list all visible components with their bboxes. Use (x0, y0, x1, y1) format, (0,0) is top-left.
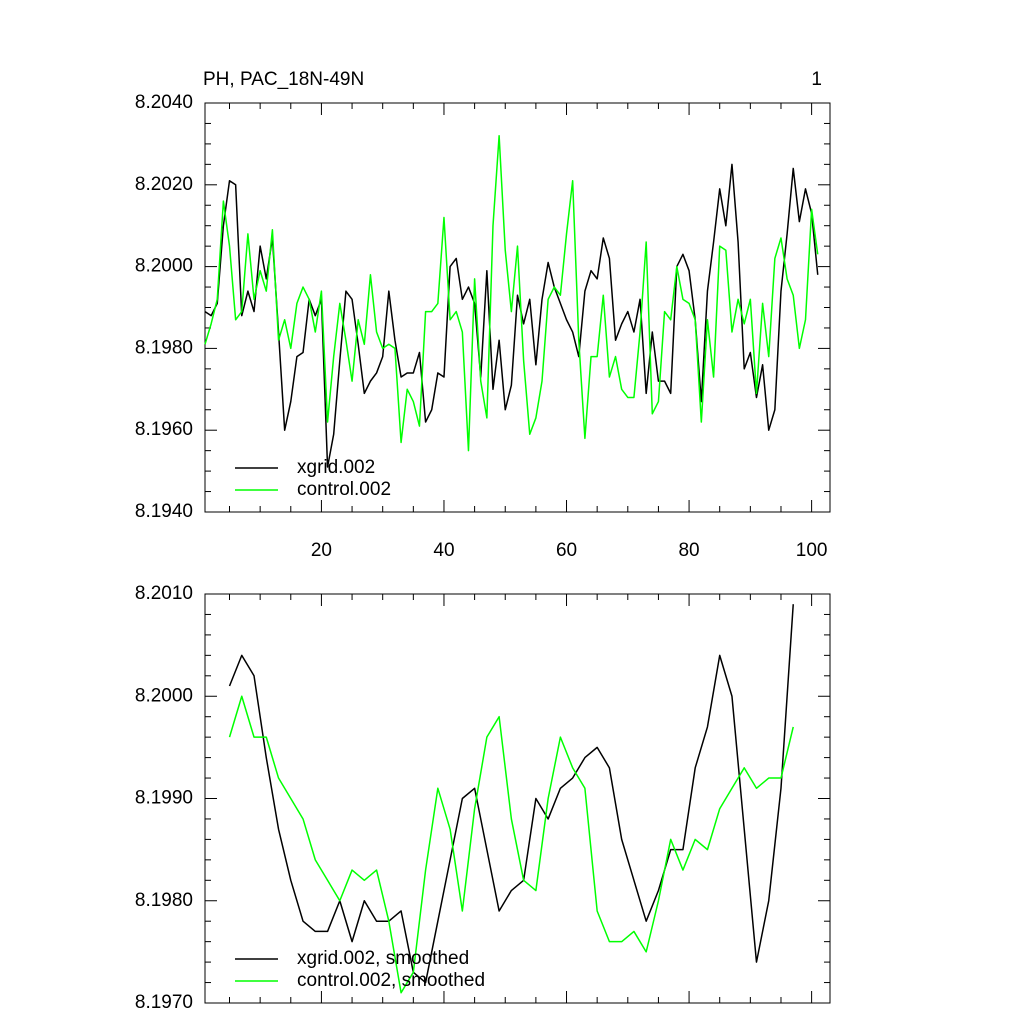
x-tick-label: 40 (433, 540, 454, 561)
legend-label: control.002, smoothed (297, 970, 485, 991)
y-tick-label: 8.1980 (135, 890, 193, 911)
x-tick-label: 20 (311, 540, 332, 561)
y-tick-label: 8.1970 (135, 992, 193, 1013)
legend-label: control.002 (297, 479, 391, 500)
data-line (204, 163, 819, 468)
y-tick-label: 8.2000 (135, 685, 193, 706)
x-tick-label: 80 (678, 540, 699, 561)
y-tick-label: 8.1960 (135, 419, 193, 440)
panel-number: 1 (811, 69, 822, 90)
data-line (204, 134, 819, 452)
plot-frame (204, 593, 831, 1004)
y-tick-label: 8.1980 (135, 337, 193, 358)
data-line (228, 695, 794, 994)
data-line (228, 604, 794, 984)
y-tick-label: 8.2020 (135, 174, 193, 195)
legend-label: xgrid.002, smoothed (297, 948, 469, 969)
legend-label: xgrid.002 (297, 457, 375, 478)
y-tick-label: 8.1940 (135, 501, 193, 522)
y-tick-label: 8.1990 (135, 788, 193, 809)
y-tick-label: 8.2040 (135, 92, 193, 113)
x-tick-label: 100 (796, 540, 828, 561)
y-tick-label: 8.2010 (135, 583, 193, 604)
y-tick-label: 8.2000 (135, 256, 193, 277)
x-tick-label: 60 (556, 540, 577, 561)
chart-title: PH, PAC_18N-49N (203, 69, 364, 90)
